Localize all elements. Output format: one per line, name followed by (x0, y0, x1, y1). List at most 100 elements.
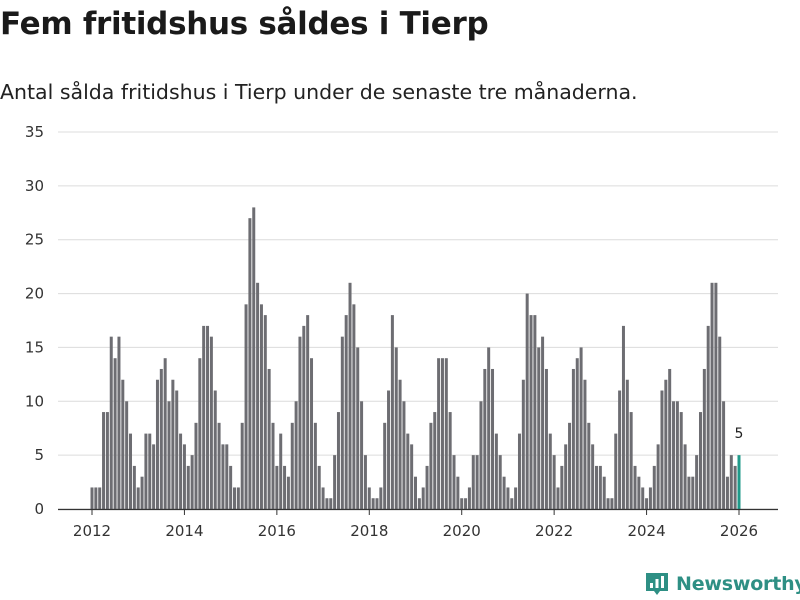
bar (198, 358, 202, 509)
bar (475, 455, 479, 509)
bar (325, 498, 329, 509)
bar (132, 465, 136, 509)
bar (464, 498, 468, 509)
bar (571, 368, 575, 509)
newsworthy-logo-icon (646, 573, 668, 595)
bar (433, 412, 437, 509)
x-axis: 2012 2014 2016 2018 2020 2022 2024 2026 (58, 508, 778, 540)
bar (105, 412, 109, 509)
bar (121, 379, 125, 509)
bar (498, 455, 502, 509)
bar (298, 336, 302, 509)
bar (487, 347, 491, 509)
bar (698, 412, 702, 509)
bar (491, 368, 495, 509)
bar (302, 325, 306, 509)
bar (544, 368, 548, 509)
bar (90, 487, 94, 509)
bar (429, 422, 433, 509)
bar (541, 336, 545, 509)
y-tick-label: 10 (25, 392, 44, 410)
bar (637, 476, 641, 509)
bar (548, 433, 552, 509)
bar (641, 487, 645, 509)
bar (729, 455, 733, 509)
bar (714, 282, 718, 509)
bar (155, 379, 159, 509)
x-tick-label: 2012 (73, 522, 111, 540)
bar (514, 487, 518, 509)
bar (175, 390, 179, 509)
x-tick-label: 2022 (535, 522, 573, 540)
bar (125, 401, 129, 509)
bar (440, 358, 444, 509)
bar (591, 444, 595, 509)
bar (556, 487, 560, 509)
bar (117, 336, 121, 509)
chart-title: Fem fritidshus såldes i Tierp (0, 6, 489, 42)
bar (517, 433, 521, 509)
bar (387, 390, 391, 509)
bar (656, 444, 660, 509)
bar (310, 358, 314, 509)
bar (606, 498, 610, 509)
bar (444, 358, 448, 509)
bar (579, 347, 583, 509)
bar (718, 336, 722, 509)
bar (206, 325, 210, 509)
bar (179, 433, 183, 509)
bar (98, 487, 102, 509)
bar (209, 336, 213, 509)
bar (363, 455, 367, 509)
bar (595, 465, 598, 509)
bar (664, 379, 668, 509)
bar (340, 336, 344, 509)
bar (583, 379, 587, 509)
bar (367, 487, 371, 509)
bar (113, 358, 117, 509)
bar (244, 304, 248, 509)
bar (695, 455, 699, 509)
bar (294, 401, 298, 509)
y-tick-label: 15 (25, 338, 44, 356)
bar (94, 487, 98, 509)
y-tick-label: 0 (34, 500, 44, 518)
bar (240, 422, 244, 509)
bar (568, 422, 572, 509)
bar (348, 282, 352, 509)
bar (379, 487, 383, 509)
bar (313, 422, 317, 509)
bar (290, 422, 294, 509)
bar (317, 465, 321, 509)
bar (494, 433, 498, 509)
bar (510, 498, 514, 509)
bar (467, 487, 471, 509)
bar (283, 465, 287, 509)
bar (221, 444, 225, 509)
bar (140, 476, 144, 509)
brand-logo[interactable]: Newsworthy (644, 570, 800, 598)
bar (525, 293, 529, 509)
bar (171, 379, 175, 509)
bar (460, 498, 464, 509)
bar (587, 422, 591, 509)
bar (232, 487, 236, 509)
bar (329, 498, 333, 509)
bar (256, 282, 260, 509)
bar (144, 433, 148, 509)
brand-name: Newsworthy (676, 573, 800, 595)
bar (552, 455, 556, 509)
bar (502, 476, 506, 509)
bars (90, 207, 741, 510)
bar (190, 455, 194, 509)
x-tick-label: 2026 (720, 522, 758, 540)
bar (306, 315, 310, 509)
bar (102, 412, 106, 509)
bar (602, 476, 606, 509)
bar (564, 444, 568, 509)
y-tick-label: 5 (34, 446, 44, 464)
bar (390, 315, 394, 509)
bar (645, 498, 649, 509)
gridlines: 0 5 10 15 20 25 30 35 (25, 123, 778, 518)
bar (610, 498, 614, 509)
